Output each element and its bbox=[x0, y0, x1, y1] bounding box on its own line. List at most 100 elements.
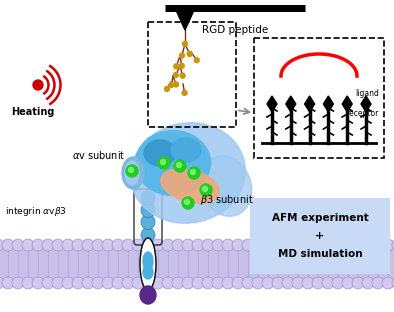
Ellipse shape bbox=[125, 161, 139, 185]
Bar bbox=[148, 22, 236, 127]
Circle shape bbox=[332, 239, 344, 251]
Text: ligand: ligand bbox=[355, 89, 379, 97]
Circle shape bbox=[342, 239, 354, 251]
Ellipse shape bbox=[141, 227, 155, 242]
Circle shape bbox=[0, 239, 4, 251]
Circle shape bbox=[92, 277, 104, 289]
Circle shape bbox=[382, 239, 394, 251]
Circle shape bbox=[202, 277, 214, 289]
Circle shape bbox=[182, 41, 188, 46]
FancyBboxPatch shape bbox=[250, 198, 390, 274]
Text: MD simulation: MD simulation bbox=[278, 249, 362, 259]
Circle shape bbox=[165, 86, 169, 91]
Circle shape bbox=[312, 239, 324, 251]
Circle shape bbox=[212, 277, 224, 289]
Circle shape bbox=[179, 53, 184, 58]
Circle shape bbox=[112, 239, 124, 251]
Circle shape bbox=[203, 187, 208, 192]
Circle shape bbox=[192, 239, 204, 251]
Circle shape bbox=[182, 277, 194, 289]
Circle shape bbox=[352, 277, 364, 289]
Circle shape bbox=[0, 277, 4, 289]
Circle shape bbox=[12, 277, 24, 289]
Circle shape bbox=[242, 239, 254, 251]
Circle shape bbox=[132, 239, 144, 251]
Circle shape bbox=[179, 63, 184, 68]
Circle shape bbox=[142, 277, 154, 289]
Circle shape bbox=[2, 239, 14, 251]
Circle shape bbox=[362, 277, 374, 289]
Circle shape bbox=[232, 239, 244, 251]
Ellipse shape bbox=[143, 252, 153, 270]
Circle shape bbox=[200, 184, 212, 196]
Circle shape bbox=[302, 277, 314, 289]
Circle shape bbox=[82, 239, 94, 251]
Circle shape bbox=[222, 277, 234, 289]
Bar bbox=[254, 38, 384, 158]
Polygon shape bbox=[175, 8, 195, 30]
Circle shape bbox=[52, 239, 64, 251]
Circle shape bbox=[212, 239, 224, 251]
Circle shape bbox=[152, 239, 164, 251]
Circle shape bbox=[12, 239, 24, 251]
Circle shape bbox=[262, 239, 274, 251]
Circle shape bbox=[191, 169, 195, 174]
Ellipse shape bbox=[140, 286, 156, 304]
Circle shape bbox=[252, 239, 264, 251]
Circle shape bbox=[162, 239, 174, 251]
Circle shape bbox=[188, 167, 200, 179]
Circle shape bbox=[222, 239, 234, 251]
Circle shape bbox=[128, 168, 134, 173]
Polygon shape bbox=[286, 96, 296, 112]
Circle shape bbox=[102, 239, 114, 251]
Circle shape bbox=[184, 199, 190, 204]
Ellipse shape bbox=[161, 169, 219, 203]
Circle shape bbox=[392, 239, 394, 251]
Circle shape bbox=[242, 277, 254, 289]
Circle shape bbox=[122, 277, 134, 289]
Circle shape bbox=[332, 277, 344, 289]
Circle shape bbox=[32, 277, 44, 289]
Text: $\alpha$v subunit: $\alpha$v subunit bbox=[72, 149, 125, 161]
Circle shape bbox=[322, 277, 334, 289]
Circle shape bbox=[382, 277, 394, 289]
Circle shape bbox=[62, 277, 74, 289]
Polygon shape bbox=[342, 96, 352, 112]
Circle shape bbox=[72, 239, 84, 251]
Ellipse shape bbox=[141, 202, 155, 217]
Ellipse shape bbox=[141, 191, 155, 206]
Polygon shape bbox=[323, 96, 333, 112]
Circle shape bbox=[174, 64, 179, 69]
Circle shape bbox=[158, 157, 170, 169]
Ellipse shape bbox=[140, 238, 156, 290]
Circle shape bbox=[182, 90, 187, 95]
Bar bbox=[0, 243, 394, 285]
Circle shape bbox=[33, 80, 43, 90]
Circle shape bbox=[202, 239, 214, 251]
Polygon shape bbox=[305, 96, 314, 112]
Circle shape bbox=[282, 277, 294, 289]
Circle shape bbox=[42, 277, 54, 289]
Circle shape bbox=[362, 239, 374, 251]
Circle shape bbox=[172, 239, 184, 251]
Circle shape bbox=[22, 239, 34, 251]
Circle shape bbox=[187, 51, 192, 56]
Ellipse shape bbox=[136, 130, 210, 196]
Polygon shape bbox=[267, 96, 277, 112]
Circle shape bbox=[312, 277, 324, 289]
Ellipse shape bbox=[200, 156, 252, 216]
Text: $\beta$3 subunit: $\beta$3 subunit bbox=[200, 193, 254, 207]
Circle shape bbox=[194, 58, 199, 63]
Circle shape bbox=[232, 277, 244, 289]
Circle shape bbox=[132, 277, 144, 289]
Circle shape bbox=[262, 277, 274, 289]
Polygon shape bbox=[361, 96, 371, 112]
Circle shape bbox=[177, 163, 182, 168]
Circle shape bbox=[152, 277, 164, 289]
Circle shape bbox=[372, 239, 384, 251]
Circle shape bbox=[142, 239, 154, 251]
Circle shape bbox=[302, 239, 314, 251]
Circle shape bbox=[282, 239, 294, 251]
Circle shape bbox=[22, 277, 34, 289]
Circle shape bbox=[172, 277, 184, 289]
